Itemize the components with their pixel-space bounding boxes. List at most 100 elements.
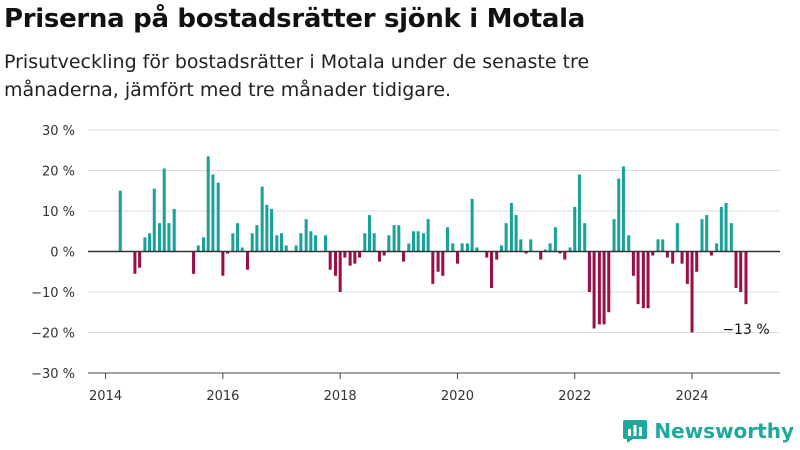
- bar: [573, 206, 577, 252]
- bar: [162, 168, 166, 252]
- bar: [441, 251, 445, 276]
- bar: [715, 243, 719, 252]
- bar: [509, 202, 513, 252]
- bar: [192, 251, 196, 274]
- bar: [548, 243, 552, 252]
- bar: [709, 251, 713, 256]
- bar: [338, 251, 342, 292]
- bar: [202, 237, 206, 252]
- bar: [416, 231, 420, 252]
- y-tick-label: 20 %: [42, 165, 75, 180]
- bar: [583, 223, 587, 252]
- bar: [294, 245, 298, 252]
- bar: [167, 223, 171, 252]
- bar: [499, 245, 503, 252]
- bar: [607, 251, 611, 313]
- bar: [553, 227, 557, 252]
- x-tick-label: 2018: [324, 389, 357, 404]
- bar: [284, 245, 288, 252]
- bar: [465, 243, 469, 252]
- bar: [700, 219, 704, 252]
- bar: [558, 251, 562, 254]
- bar: [675, 223, 679, 252]
- bar: [270, 208, 274, 252]
- bar: [436, 251, 440, 272]
- last-value-annotation: −13 %: [722, 322, 769, 338]
- bar: [646, 251, 650, 309]
- bar: [363, 233, 367, 252]
- bar: [255, 225, 259, 252]
- bar: [431, 251, 435, 284]
- bar: [504, 223, 508, 252]
- brand-name: Newsworthy: [654, 419, 794, 443]
- bar: [685, 251, 689, 284]
- bar: [152, 188, 156, 252]
- bar: [353, 251, 357, 264]
- bar: [563, 251, 567, 260]
- bar: [426, 219, 430, 252]
- bar: [680, 251, 684, 264]
- chart-subtitle: Prisutveckling för bostadsrätter i Motal…: [4, 51, 590, 101]
- bar: [245, 251, 250, 270]
- bar: [719, 206, 723, 252]
- x-tick-label: 2016: [206, 389, 239, 404]
- bar: [641, 251, 645, 309]
- bar: [265, 204, 269, 252]
- y-tick-label: 30 %: [42, 124, 75, 139]
- bar: [587, 251, 591, 292]
- x-tick-label: 2014: [89, 389, 122, 404]
- bar: [665, 251, 669, 258]
- bar-series: [118, 156, 748, 333]
- bar: [133, 251, 137, 274]
- bar: [323, 235, 328, 252]
- bar: [460, 243, 464, 252]
- bar: [328, 251, 332, 270]
- bar: [519, 239, 523, 252]
- bar: [656, 239, 660, 252]
- bar: [118, 190, 122, 252]
- bar: [734, 251, 738, 288]
- y-tick-label: −20 %: [31, 327, 75, 342]
- bar: [568, 247, 572, 252]
- bar: [280, 233, 284, 252]
- bar: [148, 233, 152, 252]
- bar: [705, 215, 709, 252]
- bar: [343, 251, 347, 258]
- bar: [661, 239, 665, 252]
- bar: [172, 208, 176, 252]
- bar: [387, 235, 391, 252]
- bar: [489, 251, 493, 288]
- bar: [724, 202, 728, 252]
- bar: [221, 251, 225, 276]
- bar: [236, 223, 240, 252]
- bar: [470, 198, 474, 252]
- bar: [240, 247, 244, 252]
- bar: [372, 233, 376, 252]
- bar: [348, 251, 352, 266]
- bar: [636, 251, 640, 305]
- bar: [631, 251, 635, 276]
- bar: [216, 182, 220, 252]
- bar: [543, 249, 547, 252]
- bar: [211, 174, 215, 252]
- bar: [539, 251, 543, 260]
- x-tick-label: 2020: [441, 389, 474, 404]
- x-axis: 2014 2016 2018 2020 2022 2024: [88, 372, 780, 404]
- bar: [299, 233, 303, 252]
- bar: [695, 251, 699, 272]
- bar: [485, 251, 489, 258]
- bar: [597, 251, 601, 325]
- bar: [206, 156, 210, 252]
- bar: [421, 233, 425, 252]
- bar: [524, 251, 528, 254]
- bar: [250, 233, 254, 252]
- bar: [690, 251, 694, 333]
- bar: [377, 251, 381, 262]
- bar: [475, 247, 479, 252]
- bar: [382, 251, 386, 256]
- bar: [451, 243, 455, 252]
- bar: [671, 251, 675, 264]
- newsworthy-logo: Newsworthy: [622, 418, 794, 444]
- bar: [411, 231, 415, 252]
